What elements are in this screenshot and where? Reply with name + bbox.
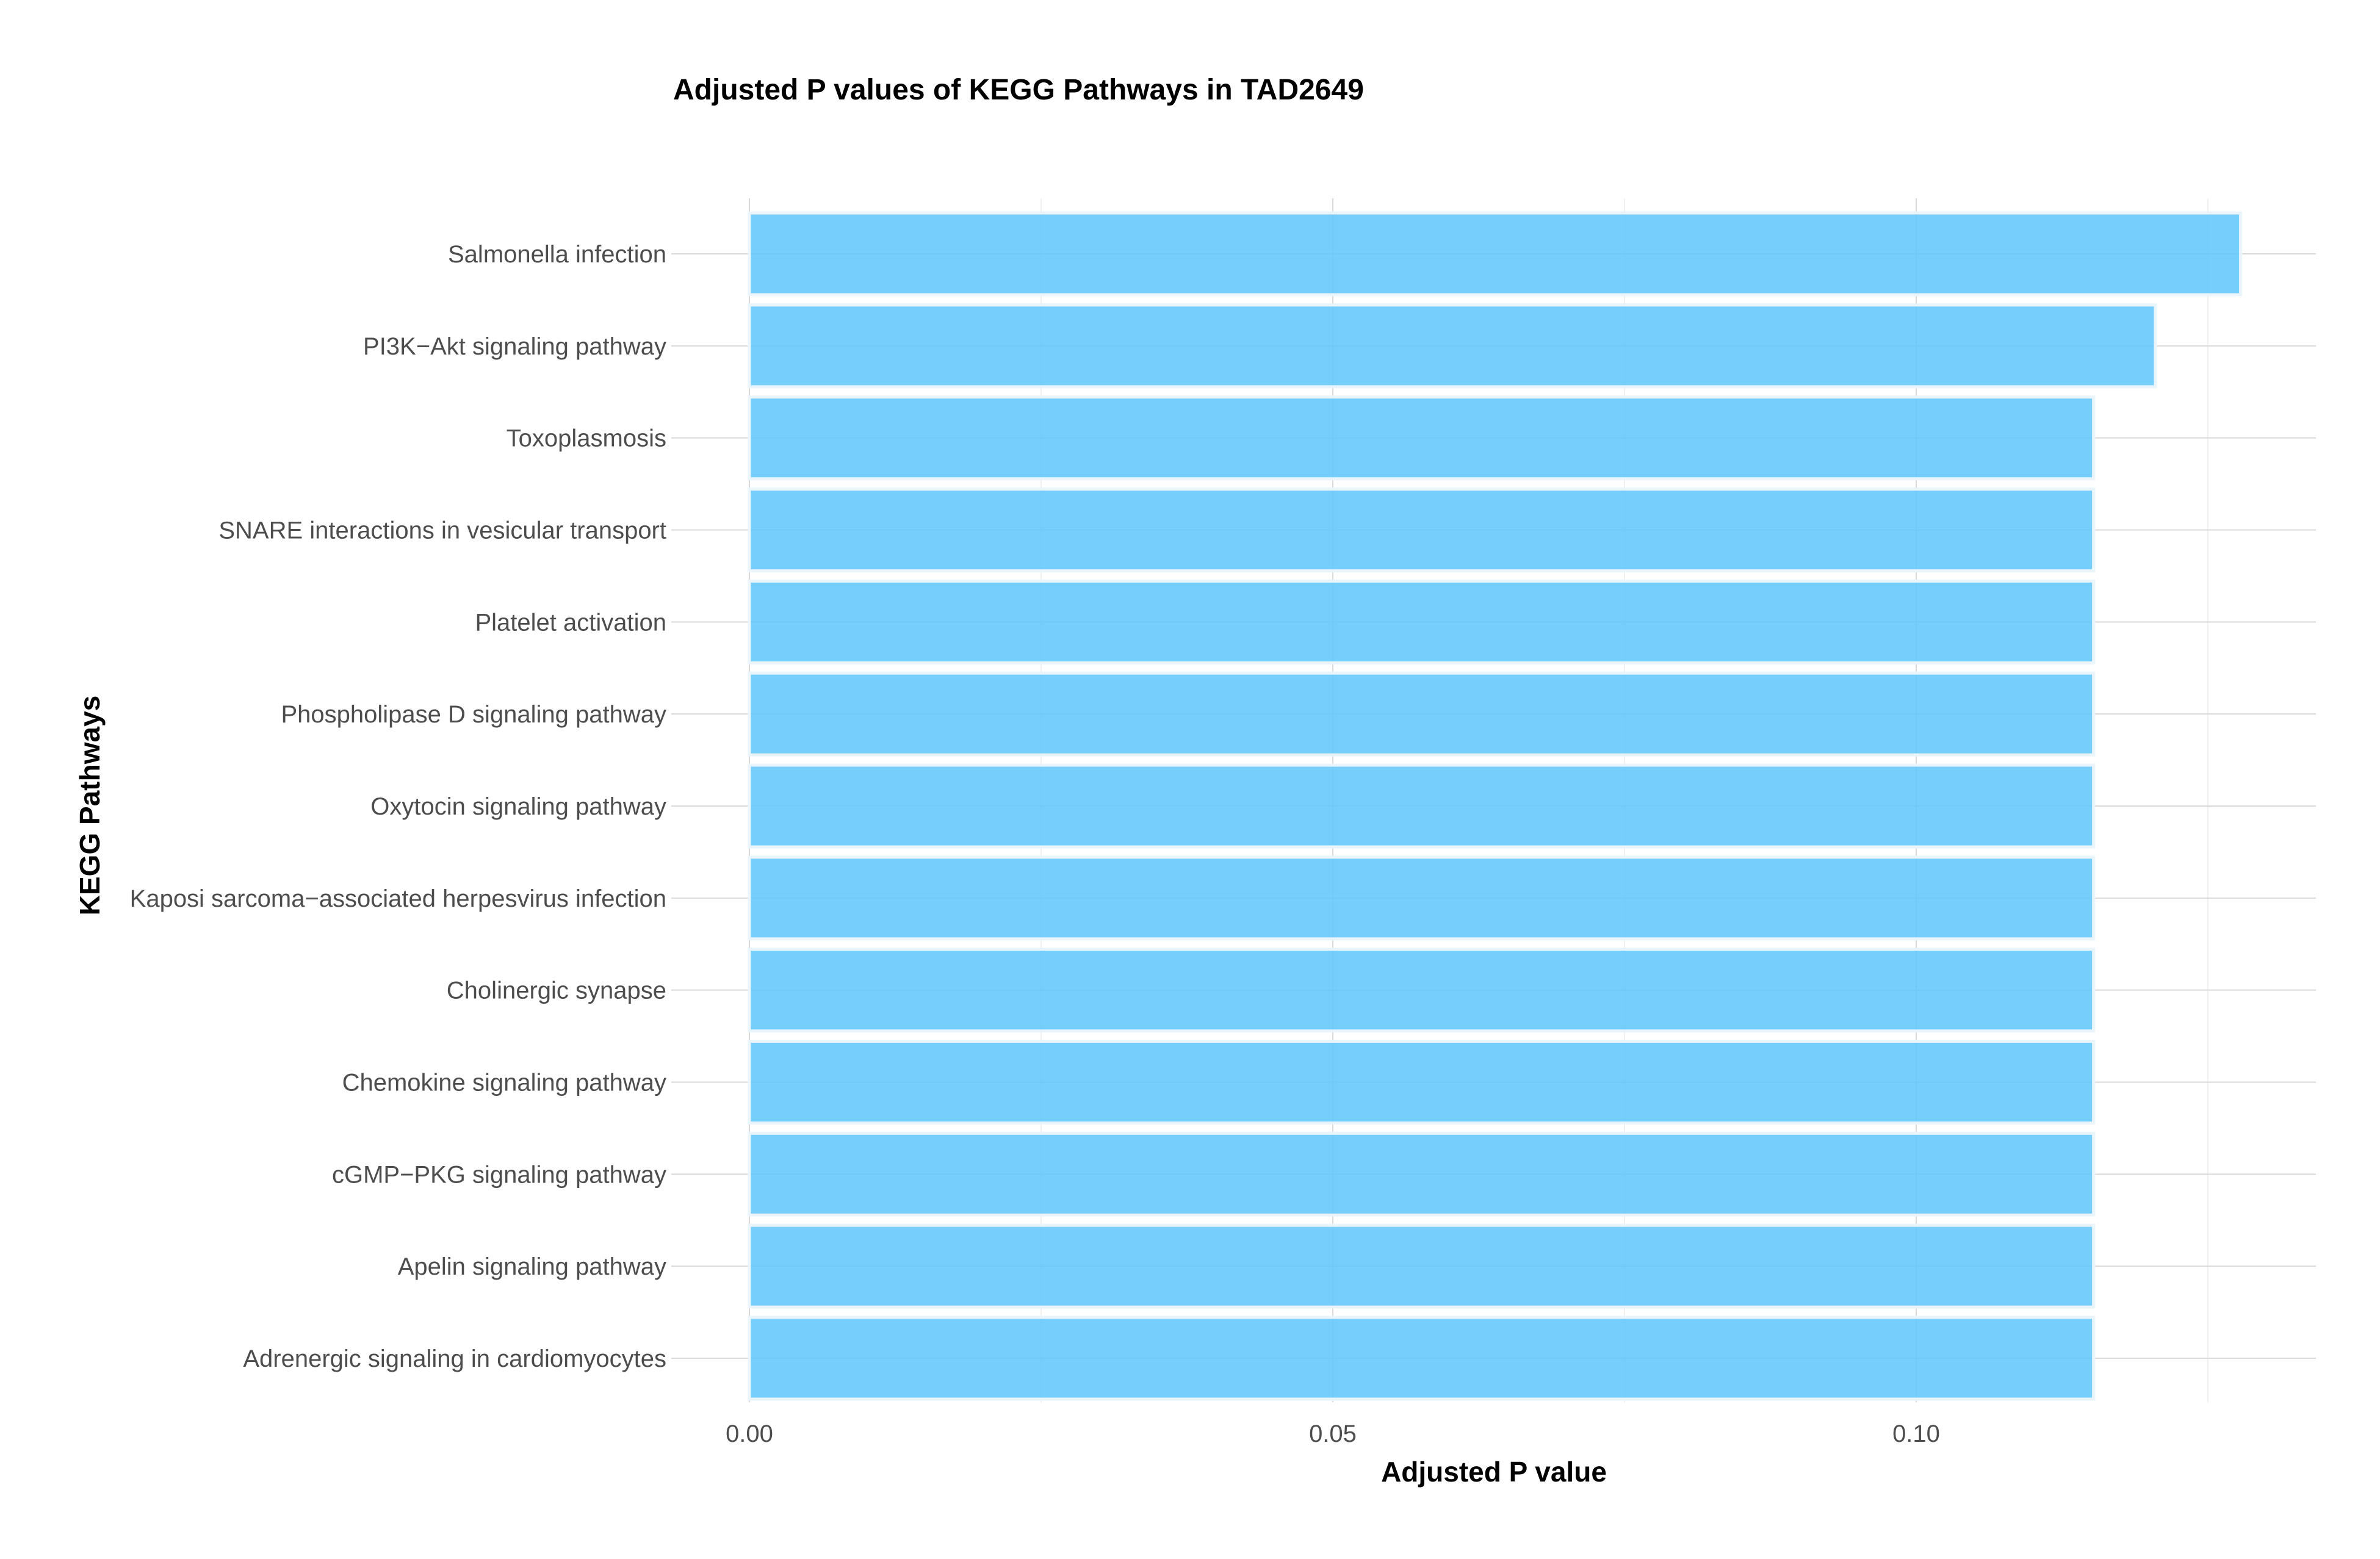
bars xyxy=(748,211,2243,1401)
y-tick-label: Phospholipase D signaling pathway xyxy=(281,701,666,728)
x-axis-title: Adjusted P value xyxy=(1381,1456,1607,1488)
bar xyxy=(748,1131,2096,1217)
bar xyxy=(748,1040,2096,1125)
y-tick-label: Salmonella infection xyxy=(448,241,666,268)
bar xyxy=(748,1223,2096,1309)
y-tick-labels: Salmonella infection PI3K−Akt signaling p… xyxy=(130,241,666,1372)
x-tick-label: 0.05 xyxy=(1309,1420,1357,1447)
x-tick-label: 0.10 xyxy=(1892,1420,1940,1447)
bar xyxy=(748,948,2096,1033)
bar xyxy=(748,855,2096,941)
y-tick-label: Chemokine signaling pathway xyxy=(342,1070,666,1096)
y-tick-label: Adrenergic signaling in cardiomyocytes xyxy=(243,1345,666,1372)
y-axis-title: KEGG Pathways xyxy=(74,696,106,915)
y-tick-label: Platelet activation xyxy=(475,609,666,636)
x-tick-label: 0.00 xyxy=(726,1420,773,1447)
chart-title: Adjusted P values of KEGG Pathways in TA… xyxy=(673,74,1364,106)
x-tick-labels: 0.00 0.05 0.10 xyxy=(726,1420,1940,1447)
bar xyxy=(748,671,2096,757)
bar xyxy=(748,579,2096,664)
bar xyxy=(748,763,2096,849)
y-tick-label: Oxytocin signaling pathway xyxy=(370,793,666,820)
bar xyxy=(748,395,2096,481)
bar xyxy=(748,488,2096,572)
y-tick-label: Apelin signaling pathway xyxy=(398,1253,666,1280)
bar xyxy=(748,1316,2096,1401)
y-tick-label: cGMP−PKG signaling pathway xyxy=(332,1161,666,1188)
y-tick-label: Kaposi sarcoma−associated herpesvirus in… xyxy=(130,885,666,912)
y-tick-label: SNARE interactions in vesicular transpor… xyxy=(218,517,666,544)
bar xyxy=(748,211,2243,297)
bar xyxy=(748,303,2157,389)
y-tick-label: Toxoplasmosis xyxy=(507,425,666,452)
y-tick-label: PI3K−Akt signaling pathway xyxy=(363,333,666,360)
y-tick-label: Cholinergic synapse xyxy=(447,978,666,1004)
